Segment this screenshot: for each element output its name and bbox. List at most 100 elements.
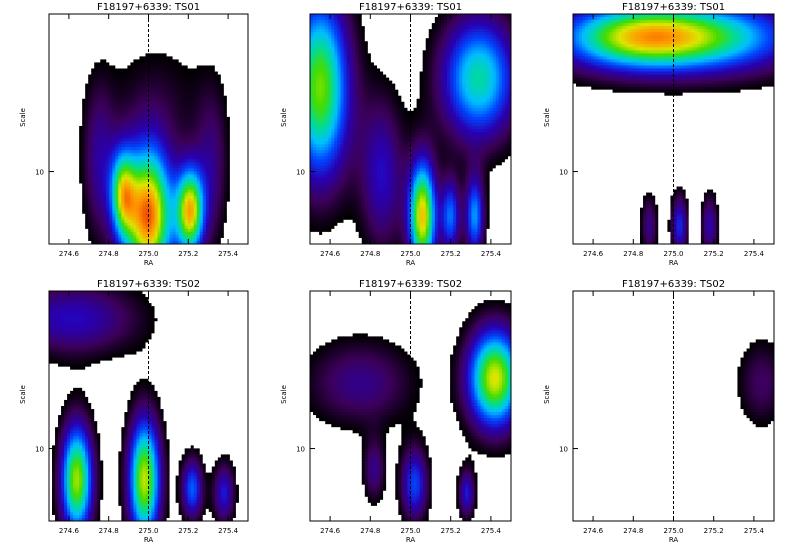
heatmap-cell	[238, 135, 243, 139]
heatmap-cell	[94, 29, 98, 33]
heatmap-cell	[232, 26, 237, 30]
heatmap-cell	[55, 168, 59, 172]
heatmap-cell	[130, 135, 134, 139]
heatmap-cell	[130, 171, 134, 175]
heatmap-cell	[64, 119, 68, 124]
heatmap-cell	[139, 41, 143, 45]
heatmap-cell	[175, 59, 180, 63]
heatmap-cell	[121, 122, 125, 127]
heatmap-cell	[109, 17, 113, 21]
heatmap-cell	[220, 26, 225, 30]
heatmap-cell	[52, 86, 56, 91]
heatmap-cell	[148, 17, 153, 21]
heatmap-cell	[235, 204, 240, 209]
heatmap-cell	[145, 144, 149, 148]
heatmap-cell	[142, 228, 146, 233]
heatmap-cell	[79, 116, 83, 121]
heatmap-cell	[115, 237, 119, 242]
heatmap-cell	[130, 113, 134, 118]
heatmap-cell	[214, 204, 219, 209]
heatmap-cell	[238, 101, 243, 106]
heatmap-cell	[145, 222, 149, 227]
heatmap-cell	[97, 228, 101, 233]
heatmap-cell	[136, 168, 140, 172]
heatmap-cell	[190, 162, 195, 166]
heatmap-cell	[202, 138, 207, 142]
heatmap-cell	[127, 32, 131, 36]
heatmap-cell	[154, 138, 159, 142]
heatmap-cell	[145, 216, 149, 221]
heatmap-cell	[160, 240, 165, 245]
heatmap-cell	[232, 23, 237, 27]
heatmap-cell	[61, 219, 65, 224]
heatmap-cell	[85, 162, 89, 166]
heatmap-cell	[103, 162, 107, 166]
heatmap-cell	[73, 153, 77, 157]
heatmap-cell	[94, 83, 98, 88]
heatmap-cell	[226, 129, 231, 133]
heatmap-cell	[88, 135, 92, 139]
heatmap-cell	[142, 83, 146, 88]
heatmap-cell	[142, 207, 146, 212]
heatmap-cell	[223, 89, 228, 94]
heatmap-cell	[127, 98, 131, 103]
heatmap-cell	[124, 189, 128, 194]
heatmap-cell	[184, 156, 189, 160]
heatmap-cell	[70, 222, 74, 227]
heatmap-cell	[85, 210, 89, 215]
heatmap-cell	[196, 122, 201, 127]
heatmap-cell	[67, 23, 71, 27]
heatmap-cell	[172, 225, 177, 230]
heatmap-cell	[103, 23, 107, 27]
heatmap-cell	[121, 14, 125, 18]
heatmap-cell	[235, 95, 240, 100]
heatmap-cell	[220, 165, 225, 169]
heatmap-cell	[70, 231, 74, 236]
heatmap-cell	[76, 225, 80, 230]
heatmap-cell	[112, 147, 116, 151]
heatmap-cell	[70, 80, 74, 85]
heatmap-cell	[82, 59, 86, 63]
heatmap-cell	[178, 17, 183, 21]
heatmap-cell	[82, 228, 86, 233]
heatmap-cell	[223, 216, 228, 221]
heatmap-cell	[100, 189, 104, 194]
heatmap-cell	[217, 174, 222, 178]
heatmap-cell	[76, 138, 80, 142]
heatmap-cell	[61, 156, 65, 160]
heatmap-cell	[226, 32, 231, 36]
heatmap-cell	[217, 95, 222, 100]
heatmap-cell	[220, 125, 225, 130]
heatmap-cell	[73, 240, 77, 245]
heatmap-cell	[115, 119, 119, 124]
heatmap-cell	[70, 125, 74, 130]
heatmap-cell	[52, 132, 56, 136]
heatmap-cell	[214, 132, 219, 136]
heatmap-cell	[229, 180, 234, 184]
heatmap-cell	[52, 177, 56, 181]
heatmap-cell	[217, 135, 222, 139]
heatmap-cell	[226, 198, 231, 203]
heatmap-cell	[136, 180, 140, 184]
heatmap-cell	[163, 68, 168, 72]
heatmap-cell	[85, 147, 89, 151]
heatmap-cell	[73, 113, 77, 118]
heatmap-cell	[82, 132, 86, 136]
heatmap-cell	[175, 53, 180, 57]
heatmap-cell	[103, 98, 107, 103]
heatmap-cell	[181, 59, 186, 63]
heatmap-cell	[244, 47, 249, 51]
heatmap-cell	[91, 177, 95, 181]
heatmap-cell	[73, 237, 77, 242]
heatmap-cell	[229, 213, 234, 218]
heatmap-cell	[166, 17, 171, 21]
heatmap-cell	[94, 68, 98, 72]
heatmap-cell	[232, 32, 237, 36]
heatmap-cell	[130, 141, 134, 145]
heatmap-cell	[103, 92, 107, 97]
heatmap-cell	[73, 135, 77, 139]
heatmap-cell	[181, 113, 186, 118]
heatmap-cell	[67, 116, 71, 121]
heatmap-cell	[142, 231, 146, 236]
heatmap-cell	[103, 183, 107, 187]
